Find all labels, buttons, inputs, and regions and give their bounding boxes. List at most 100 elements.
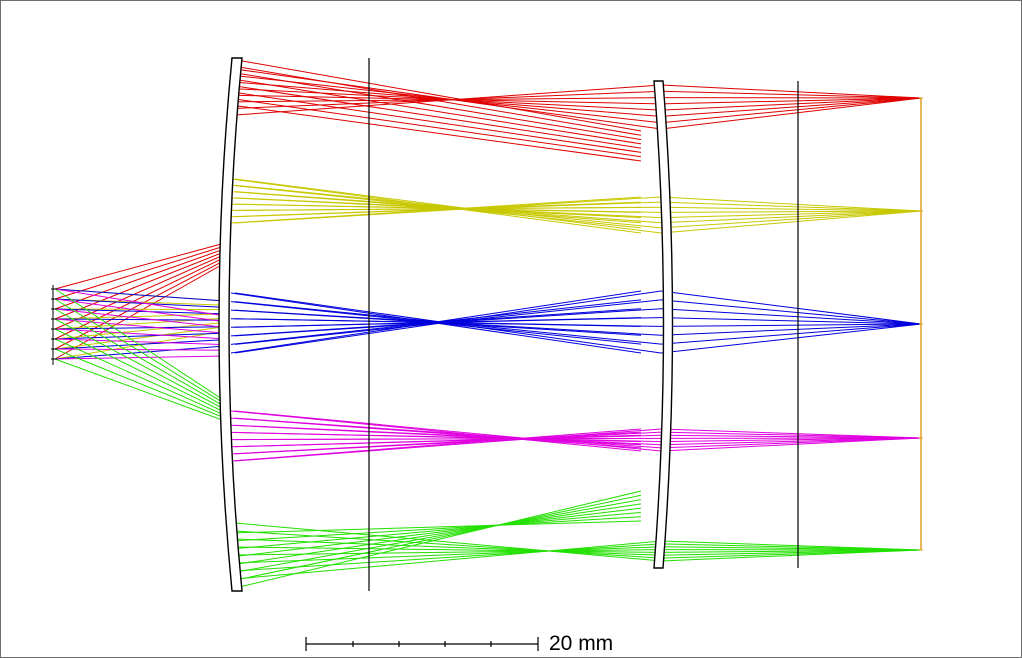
red-beam-ray-mid [230,97,642,158]
green-beam [54,288,922,590]
magenta-beam-ray-focus [660,428,922,439]
blue-beam-ray-in [54,308,226,315]
blue-beam-ray-in [54,339,226,350]
yellow-beam-ray-focus [660,210,922,213]
green-beam-ray-in [54,288,226,402]
blue-beam-ray-focus [660,299,922,325]
yellow-beam-ray-focus [660,210,922,234]
green-beam-ray-collimated [234,543,662,572]
magenta-beam [54,288,922,462]
optical-elements [51,57,923,592]
scale-bar-label: 20 mm [549,632,614,655]
red-beam-ray-mid [230,58,642,132]
blue-beam-ray-focus [660,317,922,325]
red-beam-ray-mid [230,91,642,153]
magenta-beam-ray-collimated [234,424,662,446]
green-beam-ray-mid [230,494,642,582]
magenta-beam-ray-in [54,288,226,317]
green-beam-ray-collimated [234,540,662,580]
magenta-beam-ray-focus [660,437,922,446]
blue-beam-ray-in [54,332,226,340]
green-beam-ray-collimated [234,522,662,562]
blue-beam-ray-in [54,345,226,360]
scale-bar [305,637,539,651]
magenta-beam-ray-collimated [234,431,662,455]
green-beam-ray-in [54,308,226,408]
yellow-beam-ray-collimated [234,197,662,219]
red-beam-ray-mid [230,78,642,145]
green-beam-ray-mid [230,503,642,566]
green-beam-ray-mid [230,507,642,558]
yellow-beam-ray-focus [660,201,922,212]
blue-beam-ray-in [54,298,226,308]
yellow-beam-ray-collimated [234,191,662,224]
blue-beam-ray-focus [660,323,922,327]
magenta-beam-ray-in [54,308,226,328]
blue-beam-ray-mid [230,290,642,354]
red-beam-ray-focus [660,97,922,130]
magenta-beam-ray-in [54,338,226,346]
green-beam-ray-in [54,318,226,411]
magenta-beam-ray-focus [660,437,922,452]
magenta-beam-ray-collimated [234,428,662,462]
magenta-beam-ray-in [54,348,226,351]
green-beam-ray-in [54,348,226,419]
red-beam-ray-in [54,242,226,290]
first-lens-element [218,57,243,592]
red-beam-ray-mid [230,84,642,149]
magenta-beam-ray-focus [660,437,922,449]
second-lens-element [653,80,674,569]
magenta-beam-ray-collimated [234,431,662,443]
red-beam-ray-focus [660,97,922,117]
blue-beam-ray-focus [660,290,922,325]
red-beam-ray-focus [660,97,922,124]
blue-beam [54,288,922,360]
magenta-beam-ray-in [54,318,226,334]
green-beam-ray-collimated [234,538,662,556]
yellow-beam [54,178,922,360]
magenta-beam-ray-collimated [234,417,662,449]
yellow-beam-ray-in [54,321,226,340]
ray-bundles [54,58,922,590]
magenta-beam-ray-focus [660,434,922,439]
yellow-beam-ray-focus [660,206,922,212]
red-beam-ray-collimated [234,84,662,116]
magenta-beam-ray-focus [660,431,922,439]
green-beam-ray-collimated [234,549,662,556]
green-beam-ray-collimated [234,530,662,559]
yellow-beam-ray-collimated [234,178,662,234]
green-beam-ray-mid [230,516,642,542]
green-beam-ray-in [54,338,226,416]
blue-beam-ray-collimated [234,290,662,354]
green-beam-ray-in [54,358,226,422]
red-beam-ray-focus [660,97,922,105]
magenta-beam-ray-focus [660,437,922,443]
red-beam-ray-in [54,245,226,300]
red-beam-ray-in [54,248,226,310]
red-beam-ray-focus [660,90,922,99]
red-beam-ray-mid [230,71,642,141]
blue-beam-ray-in [54,326,226,330]
red-beam-ray-focus [660,97,922,111]
green-beam-ray-mid [230,511,642,550]
magenta-beam-ray-in [54,328,226,340]
magenta-beam-ray-in [54,298,226,323]
blue-beam-ray-focus [660,323,922,336]
yellow-beam-ray-in [54,313,226,320]
yellow-beam-ray-focus [660,210,922,229]
yellow-beam-ray-focus [660,210,922,224]
green-beam-ray-mid [230,499,642,574]
green-beam-ray-in [54,298,226,405]
blue-beam-ray-in [54,288,226,302]
red-beam-ray-mid [230,104,642,162]
green-beam-ray-mid [230,520,642,534]
green-beam-ray-in [54,328,226,413]
yellow-beam-ray-focus [660,196,922,212]
red-beam [54,58,922,360]
blue-beam-ray-focus [660,308,922,325]
magenta-beam-ray-mid [230,410,642,452]
magenta-beam-ray-collimated [234,434,662,448]
yellow-beam-ray-focus [660,210,922,219]
